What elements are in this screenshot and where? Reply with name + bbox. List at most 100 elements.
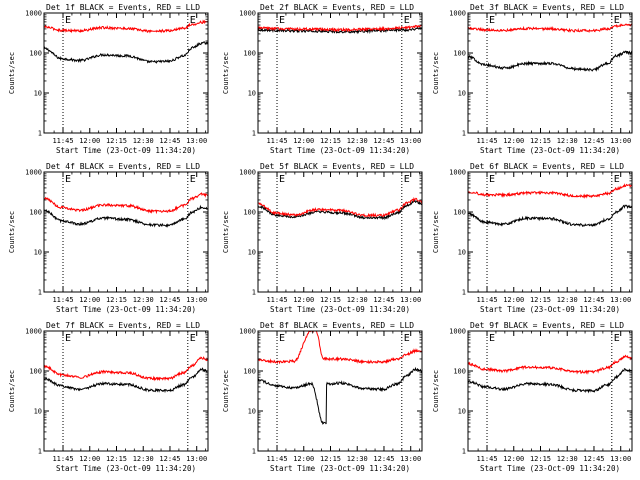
y-tick-label: 100 — [243, 50, 256, 58]
x-tick-label: 12:00 — [79, 137, 100, 145]
y-tick-label: 100 — [453, 209, 466, 217]
series-line-lld — [468, 23, 632, 33]
x-tick-label: 12:30 — [347, 455, 368, 463]
y-tick-label: 100 — [29, 209, 42, 217]
x-tick-label: 13:00 — [610, 296, 631, 304]
y-tick-label: 1 — [38, 130, 42, 138]
x-tick-label: 13:00 — [610, 455, 631, 463]
detector-plot-2f: Det 2f BLACK = Events, RED = LLD E E 1 10 100… — [222, 3, 423, 155]
marker-label: E — [404, 15, 410, 26]
y-tick-label: 10 — [34, 408, 42, 416]
plot-frame — [257, 330, 423, 452]
series-line-events — [258, 366, 422, 425]
series-line-events — [468, 204, 632, 228]
x-tick-label: 13:00 — [400, 455, 421, 463]
y-tick-label: 1 — [462, 289, 466, 297]
series-line-events — [258, 25, 422, 35]
x-tick-label: 12:15 — [106, 137, 127, 145]
y-axis-label: Counts/sec — [8, 52, 16, 94]
x-tick-label: 12:45 — [583, 455, 604, 463]
detector-plot-8f: Det 8f BLACK = Events, RED = LLD E E 1 10 100… — [222, 321, 423, 473]
x-tick-label: 12:00 — [79, 455, 100, 463]
detector-plot-3f: Det 3f BLACK = Events, RED = LLD E E 1 10 100… — [432, 3, 633, 155]
y-axis-label: Counts/sec — [222, 370, 230, 412]
series-line-events — [258, 199, 422, 221]
plot-frame — [43, 171, 209, 293]
series-line-lld — [44, 192, 208, 215]
x-axis-label: Start Time (23-Oct-09 11:34:20) — [56, 305, 196, 314]
y-tick-label: 1 — [462, 448, 466, 456]
y-tick-label: 1000 — [449, 10, 466, 18]
y-tick-label: 1 — [252, 130, 256, 138]
marker-label: E — [489, 174, 495, 185]
y-tick-label: 1000 — [239, 10, 256, 18]
y-tick-label: 1000 — [449, 328, 466, 336]
x-tick-label: 12:30 — [133, 296, 154, 304]
y-axis-label: Counts/sec — [432, 370, 440, 412]
y-axis-label: Counts/sec — [222, 211, 230, 253]
plot-frame — [43, 330, 209, 452]
detector-plot-1f: Det 1f BLACK = Events, RED = LLD E E 1 10 100… — [8, 3, 209, 155]
x-tick-label: 12:00 — [293, 137, 314, 145]
marker-label: E — [190, 174, 196, 185]
plot-frame — [467, 330, 633, 452]
x-tick-label: 12:15 — [530, 296, 551, 304]
series-line-lld — [468, 183, 632, 199]
y-tick-label: 1 — [38, 448, 42, 456]
x-tick-label: 12:30 — [557, 296, 578, 304]
x-tick-label: 12:30 — [347, 296, 368, 304]
marker-label: E — [489, 333, 495, 344]
y-tick-label: 1 — [252, 289, 256, 297]
x-tick-label: 13:00 — [186, 137, 207, 145]
series-line-lld — [44, 356, 208, 382]
y-tick-label: 10 — [458, 408, 466, 416]
plot-title: Det 3f BLACK = Events, RED = LLD — [470, 3, 624, 12]
x-tick-label: 11:45 — [266, 296, 287, 304]
marker-label: E — [65, 174, 71, 185]
x-axis-label: Start Time (23-Oct-09 11:34:20) — [480, 305, 620, 314]
plot-title: Det 7f BLACK = Events, RED = LLD — [46, 321, 200, 330]
y-tick-label: 1 — [252, 448, 256, 456]
y-tick-label: 10 — [248, 408, 256, 416]
marker-label: E — [614, 333, 620, 344]
x-tick-label: 13:00 — [400, 137, 421, 145]
y-axis-label: Counts/sec — [222, 52, 230, 94]
x-tick-label: 11:45 — [266, 455, 287, 463]
y-tick-label: 1000 — [239, 169, 256, 177]
x-tick-label: 12:15 — [106, 296, 127, 304]
y-tick-label: 1000 — [449, 169, 466, 177]
x-tick-label: 13:00 — [610, 137, 631, 145]
marker-label: E — [489, 15, 495, 26]
marker-label: E — [279, 15, 285, 26]
x-tick-label: 12:15 — [530, 137, 551, 145]
y-tick-label: 10 — [248, 249, 256, 257]
plot-title: Det 6f BLACK = Events, RED = LLD — [470, 162, 624, 171]
x-tick-label: 12:15 — [320, 296, 341, 304]
x-tick-label: 12:30 — [347, 137, 368, 145]
marker-label: E — [404, 174, 410, 185]
y-tick-label: 1000 — [25, 10, 42, 18]
x-tick-label: 13:00 — [186, 296, 207, 304]
y-tick-label: 100 — [453, 368, 466, 376]
x-tick-label: 12:30 — [133, 455, 154, 463]
marker-label: E — [190, 333, 196, 344]
marker-label: E — [614, 174, 620, 185]
detector-plot-5f: Det 5f BLACK = Events, RED = LLD E E 1 10 100… — [222, 162, 423, 314]
plot-title: Det 8f BLACK = Events, RED = LLD — [260, 321, 414, 330]
x-axis-label: Start Time (23-Oct-09 11:34:20) — [270, 464, 410, 473]
x-tick-label: 13:00 — [400, 296, 421, 304]
series-line-events — [468, 368, 632, 394]
x-tick-label: 12:45 — [373, 296, 394, 304]
marker-label: E — [279, 174, 285, 185]
detector-plot-4f: Det 4f BLACK = Events, RED = LLD E E 1 10 100… — [8, 162, 209, 314]
series-line-events — [44, 367, 208, 394]
y-tick-label: 100 — [29, 368, 42, 376]
x-tick-label: 12:30 — [557, 137, 578, 145]
x-tick-label: 13:00 — [186, 455, 207, 463]
plot-title: Det 1f BLACK = Events, RED = LLD — [46, 3, 200, 12]
x-tick-label: 12:00 — [503, 137, 524, 145]
x-tick-label: 12:00 — [503, 296, 524, 304]
x-tick-label: 12:45 — [373, 137, 394, 145]
x-tick-label: 12:30 — [557, 455, 578, 463]
y-axis-label: Counts/sec — [8, 211, 16, 253]
